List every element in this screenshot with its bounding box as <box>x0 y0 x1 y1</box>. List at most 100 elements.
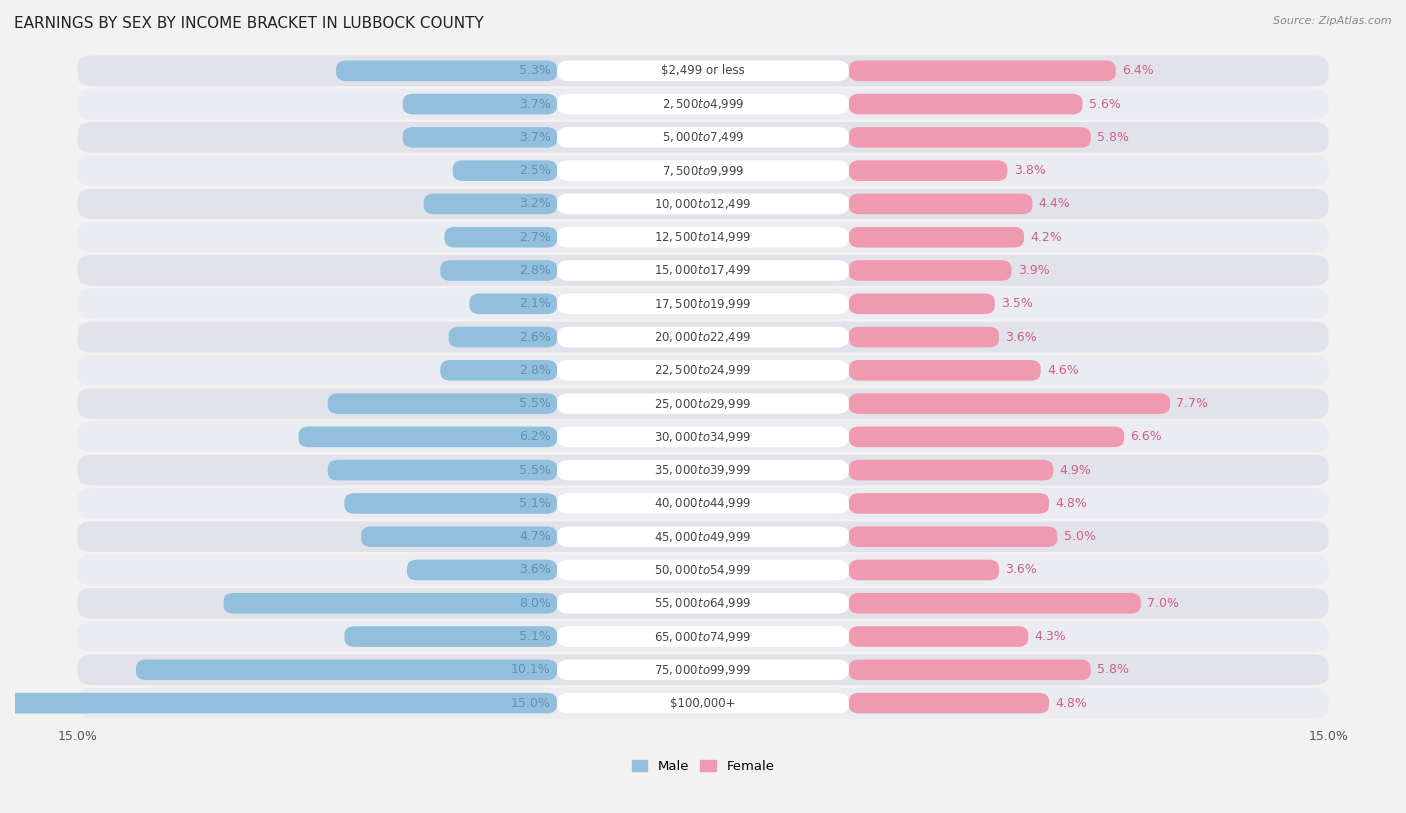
FancyBboxPatch shape <box>77 255 1329 286</box>
FancyBboxPatch shape <box>849 460 1053 480</box>
Text: $12,500 to $14,999: $12,500 to $14,999 <box>654 230 752 244</box>
FancyBboxPatch shape <box>224 593 557 614</box>
Text: 5.6%: 5.6% <box>1088 98 1121 111</box>
Text: $22,500 to $24,999: $22,500 to $24,999 <box>654 363 752 377</box>
FancyBboxPatch shape <box>77 289 1329 319</box>
FancyBboxPatch shape <box>77 55 1329 86</box>
FancyBboxPatch shape <box>849 60 1116 81</box>
Text: 3.8%: 3.8% <box>1014 164 1046 177</box>
Text: 2.7%: 2.7% <box>519 231 551 244</box>
FancyBboxPatch shape <box>557 693 849 714</box>
Text: 5.1%: 5.1% <box>519 630 551 643</box>
Text: 2.5%: 2.5% <box>519 164 551 177</box>
Text: $15,000 to $17,499: $15,000 to $17,499 <box>654 263 752 277</box>
Legend: Male, Female: Male, Female <box>626 754 780 778</box>
FancyBboxPatch shape <box>77 355 1329 385</box>
FancyBboxPatch shape <box>557 559 849 580</box>
Text: 5.5%: 5.5% <box>519 397 551 410</box>
FancyBboxPatch shape <box>402 127 557 148</box>
Text: 5.1%: 5.1% <box>519 497 551 510</box>
Text: 6.2%: 6.2% <box>519 430 551 443</box>
Text: 6.4%: 6.4% <box>1122 64 1154 77</box>
Text: $35,000 to $39,999: $35,000 to $39,999 <box>654 463 752 477</box>
FancyBboxPatch shape <box>0 693 557 714</box>
Text: 3.5%: 3.5% <box>1001 298 1033 311</box>
FancyBboxPatch shape <box>77 189 1329 220</box>
FancyBboxPatch shape <box>849 227 1024 247</box>
Text: $17,500 to $19,999: $17,500 to $19,999 <box>654 297 752 311</box>
FancyBboxPatch shape <box>557 393 849 414</box>
Text: $2,500 to $4,999: $2,500 to $4,999 <box>662 97 744 111</box>
Text: 10.1%: 10.1% <box>510 663 551 676</box>
Text: 15.0%: 15.0% <box>510 697 551 710</box>
Text: 3.9%: 3.9% <box>1018 264 1049 277</box>
FancyBboxPatch shape <box>557 659 849 680</box>
FancyBboxPatch shape <box>77 688 1329 719</box>
Text: 5.5%: 5.5% <box>519 463 551 476</box>
Text: 2.8%: 2.8% <box>519 264 551 277</box>
FancyBboxPatch shape <box>77 122 1329 153</box>
FancyBboxPatch shape <box>849 693 1049 714</box>
FancyBboxPatch shape <box>77 422 1329 452</box>
FancyBboxPatch shape <box>557 526 849 547</box>
Text: 5.0%: 5.0% <box>1064 530 1095 543</box>
Text: $5,000 to $7,499: $5,000 to $7,499 <box>662 130 744 145</box>
FancyBboxPatch shape <box>557 626 849 647</box>
FancyBboxPatch shape <box>77 322 1329 352</box>
FancyBboxPatch shape <box>557 593 849 614</box>
Text: $25,000 to $29,999: $25,000 to $29,999 <box>654 397 752 411</box>
FancyBboxPatch shape <box>328 393 557 414</box>
FancyBboxPatch shape <box>344 626 557 647</box>
FancyBboxPatch shape <box>557 327 849 347</box>
Text: 3.7%: 3.7% <box>519 131 551 144</box>
Text: 4.2%: 4.2% <box>1031 231 1062 244</box>
FancyBboxPatch shape <box>77 389 1329 419</box>
Text: 4.9%: 4.9% <box>1060 463 1091 476</box>
FancyBboxPatch shape <box>336 60 557 81</box>
FancyBboxPatch shape <box>557 460 849 480</box>
FancyBboxPatch shape <box>849 626 1028 647</box>
Text: $75,000 to $99,999: $75,000 to $99,999 <box>654 663 752 677</box>
FancyBboxPatch shape <box>77 621 1329 652</box>
FancyBboxPatch shape <box>423 193 557 215</box>
FancyBboxPatch shape <box>849 526 1057 547</box>
FancyBboxPatch shape <box>849 493 1049 514</box>
FancyBboxPatch shape <box>470 293 557 314</box>
FancyBboxPatch shape <box>77 521 1329 552</box>
Text: 2.6%: 2.6% <box>519 331 551 344</box>
FancyBboxPatch shape <box>344 493 557 514</box>
Text: $100,000+: $100,000+ <box>671 697 735 710</box>
Text: 6.6%: 6.6% <box>1130 430 1163 443</box>
FancyBboxPatch shape <box>557 360 849 380</box>
Text: $65,000 to $74,999: $65,000 to $74,999 <box>654 629 752 644</box>
FancyBboxPatch shape <box>849 327 1000 347</box>
FancyBboxPatch shape <box>557 493 849 514</box>
FancyBboxPatch shape <box>557 193 849 215</box>
Text: $20,000 to $22,499: $20,000 to $22,499 <box>654 330 752 344</box>
FancyBboxPatch shape <box>557 93 849 115</box>
Text: 4.7%: 4.7% <box>519 530 551 543</box>
Text: $2,499 or less: $2,499 or less <box>661 64 745 77</box>
FancyBboxPatch shape <box>849 360 1040 380</box>
Text: 15.0%: 15.0% <box>58 730 97 743</box>
FancyBboxPatch shape <box>849 260 1011 280</box>
Text: 3.6%: 3.6% <box>519 563 551 576</box>
Text: EARNINGS BY SEX BY INCOME BRACKET IN LUBBOCK COUNTY: EARNINGS BY SEX BY INCOME BRACKET IN LUB… <box>14 16 484 31</box>
FancyBboxPatch shape <box>557 260 849 280</box>
Text: $55,000 to $64,999: $55,000 to $64,999 <box>654 596 752 611</box>
FancyBboxPatch shape <box>849 293 995 314</box>
FancyBboxPatch shape <box>298 427 557 447</box>
FancyBboxPatch shape <box>849 593 1140 614</box>
Text: 3.7%: 3.7% <box>519 98 551 111</box>
FancyBboxPatch shape <box>849 193 1032 215</box>
FancyBboxPatch shape <box>77 89 1329 120</box>
Text: $10,000 to $12,499: $10,000 to $12,499 <box>654 197 752 211</box>
FancyBboxPatch shape <box>440 260 557 280</box>
FancyBboxPatch shape <box>77 588 1329 619</box>
FancyBboxPatch shape <box>557 227 849 247</box>
Text: 4.3%: 4.3% <box>1035 630 1066 643</box>
FancyBboxPatch shape <box>77 454 1329 485</box>
FancyBboxPatch shape <box>849 127 1091 148</box>
Text: $40,000 to $44,999: $40,000 to $44,999 <box>654 497 752 511</box>
FancyBboxPatch shape <box>557 427 849 447</box>
